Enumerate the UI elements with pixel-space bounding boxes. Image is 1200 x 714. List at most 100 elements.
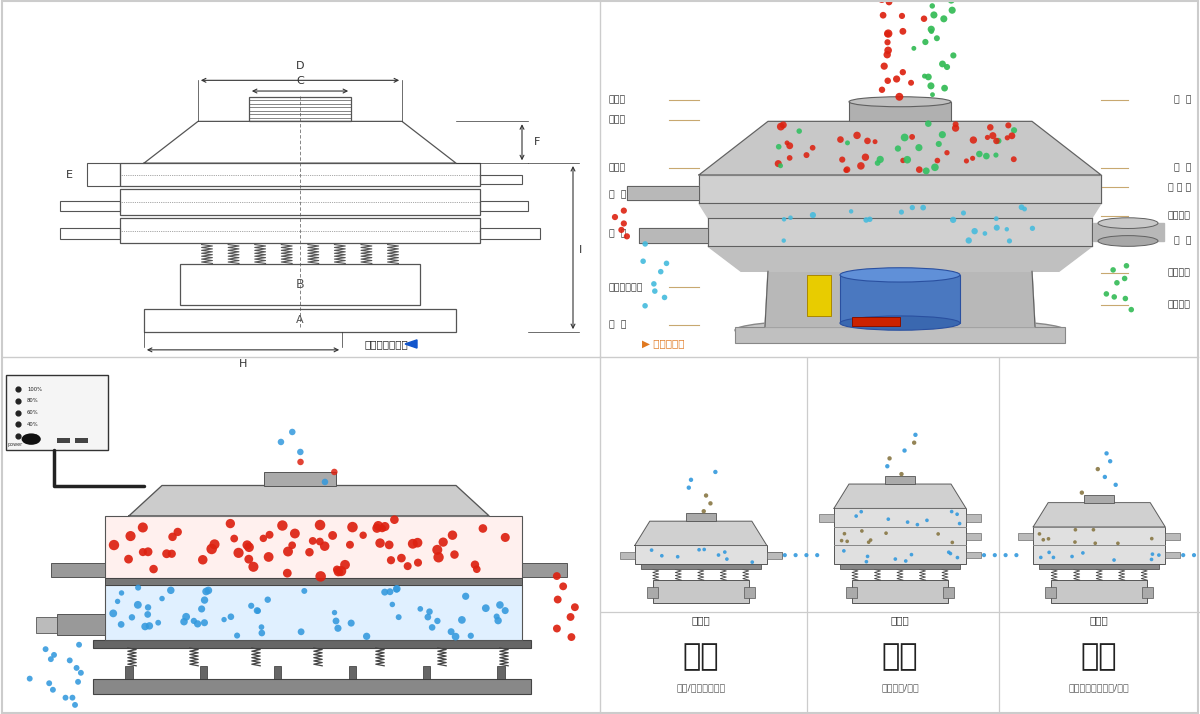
Point bbox=[373, 523, 392, 534]
Bar bbox=[74, 438, 89, 443]
Point bbox=[311, 519, 330, 531]
Point bbox=[946, 119, 965, 130]
Point bbox=[56, 692, 76, 703]
Bar bbox=[767, 551, 782, 558]
Text: ▶ 结构示意图: ▶ 结构示意图 bbox=[642, 338, 684, 348]
Point bbox=[889, 91, 908, 103]
Point bbox=[914, 13, 934, 24]
Point bbox=[970, 149, 989, 160]
Polygon shape bbox=[1033, 503, 1165, 527]
Point bbox=[905, 43, 924, 54]
Bar bbox=[1142, 587, 1153, 598]
Text: 三层式: 三层式 bbox=[890, 615, 910, 625]
Point bbox=[778, 137, 797, 149]
Text: I: I bbox=[580, 245, 582, 255]
Point bbox=[928, 155, 947, 166]
Text: 运输固定螺栓: 运输固定螺栓 bbox=[610, 283, 643, 292]
Point bbox=[122, 612, 142, 623]
Bar bbox=[647, 587, 658, 598]
Point bbox=[901, 77, 920, 89]
Text: 弹  簧: 弹 簧 bbox=[610, 229, 626, 238]
Point bbox=[562, 631, 581, 643]
Text: B: B bbox=[295, 278, 305, 291]
Point bbox=[983, 130, 1002, 141]
Point bbox=[780, 140, 799, 151]
Point bbox=[548, 594, 568, 605]
Polygon shape bbox=[766, 271, 1034, 326]
Point bbox=[877, 49, 896, 61]
Point bbox=[803, 209, 822, 221]
Point bbox=[260, 529, 280, 540]
Point bbox=[988, 222, 1007, 233]
Point bbox=[326, 615, 346, 627]
Point bbox=[476, 603, 496, 614]
Point bbox=[383, 599, 402, 610]
Point bbox=[916, 36, 935, 48]
Bar bbox=[734, 327, 1066, 343]
Point bbox=[43, 684, 62, 695]
Point bbox=[1086, 538, 1105, 549]
Bar bbox=[480, 201, 528, 211]
Point bbox=[258, 594, 277, 605]
Point bbox=[40, 678, 59, 689]
Point bbox=[410, 603, 430, 615]
Bar bbox=[180, 264, 420, 306]
Point bbox=[8, 407, 28, 418]
Point bbox=[862, 534, 881, 545]
Point bbox=[252, 628, 271, 639]
Point bbox=[119, 553, 138, 565]
Point bbox=[682, 474, 701, 486]
Point bbox=[428, 615, 448, 627]
Bar bbox=[1051, 580, 1147, 603]
Point bbox=[108, 595, 127, 607]
Point bbox=[1104, 264, 1123, 276]
Point bbox=[838, 164, 857, 176]
Point bbox=[976, 228, 995, 239]
Point bbox=[887, 74, 906, 85]
Point bbox=[935, 82, 954, 94]
Polygon shape bbox=[834, 484, 966, 508]
Point bbox=[161, 585, 180, 596]
Point bbox=[902, 131, 922, 143]
Point bbox=[386, 583, 406, 595]
Point bbox=[937, 147, 956, 159]
Point bbox=[964, 153, 983, 164]
Point bbox=[770, 160, 790, 171]
Point bbox=[1150, 549, 1169, 560]
Point bbox=[923, 89, 942, 101]
Point bbox=[253, 533, 272, 544]
Bar bbox=[808, 275, 830, 316]
Point bbox=[942, 0, 961, 6]
Point bbox=[428, 552, 448, 563]
Text: 20%: 20% bbox=[28, 433, 38, 439]
Point bbox=[878, 45, 898, 56]
Point bbox=[133, 522, 152, 533]
Text: 加 重 块: 加 重 块 bbox=[1168, 183, 1190, 192]
Point bbox=[427, 544, 446, 555]
Point bbox=[914, 71, 934, 82]
Point bbox=[168, 526, 187, 538]
Point bbox=[652, 266, 671, 277]
Point bbox=[932, 129, 952, 141]
Polygon shape bbox=[698, 175, 1102, 203]
Point bbox=[547, 570, 566, 582]
Point bbox=[304, 536, 323, 547]
Bar bbox=[6, 375, 108, 450]
Point bbox=[445, 549, 464, 560]
Polygon shape bbox=[628, 186, 698, 200]
Point bbox=[1004, 124, 1024, 136]
Point bbox=[133, 546, 152, 558]
Point bbox=[1002, 130, 1021, 141]
Point bbox=[193, 554, 212, 565]
Point bbox=[880, 0, 899, 8]
Bar bbox=[1033, 527, 1165, 564]
Text: 颗粒/粉末准确分级: 颗粒/粉末准确分级 bbox=[676, 684, 726, 693]
Point bbox=[943, 214, 962, 226]
Point bbox=[1097, 448, 1116, 459]
Ellipse shape bbox=[1098, 218, 1158, 228]
Point bbox=[902, 549, 922, 560]
Point bbox=[329, 623, 348, 634]
Point bbox=[964, 134, 983, 146]
Point bbox=[67, 662, 86, 673]
Point bbox=[769, 141, 788, 153]
